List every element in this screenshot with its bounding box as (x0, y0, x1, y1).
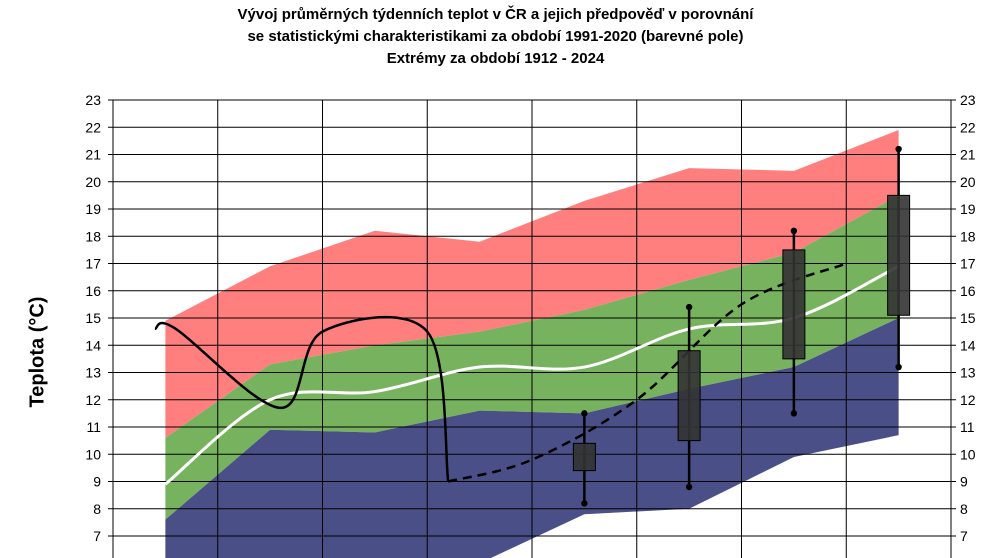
whisker-min-dot-0 (581, 500, 588, 507)
whisker-max-dot-0 (581, 410, 588, 417)
y-tick-label-right: 6 (960, 555, 968, 558)
y-tick-label-right: 21 (960, 147, 976, 163)
forecast-boxes (572, 145, 911, 507)
y-tick-label-left: 10 (85, 446, 101, 462)
forecast-box-1 (677, 350, 701, 442)
y-tick-label-right: 14 (960, 337, 976, 353)
normal-line (164, 264, 900, 486)
y-tick-label-left: 14 (85, 337, 101, 353)
series-lines (154, 262, 900, 486)
y-tick-label-right: 20 (960, 174, 976, 190)
title-line-3: Extrémy za období 1912 - 2024 (386, 50, 605, 67)
forecast-box-2 (782, 249, 806, 360)
whisker-min-dot-1 (685, 483, 693, 491)
observed-line (154, 315, 450, 482)
y-tick-label-right: 17 (960, 256, 976, 272)
y-tick-label-right: 8 (960, 501, 968, 517)
y-tick-label-right: 13 (960, 365, 976, 381)
axes: 7 7 8 8 9 9 10 10 11 11 12 12 13 13 14 14 15 15 16 16 17 17 18… (85, 92, 976, 558)
y-tick-label-left: 12 (85, 392, 101, 408)
y-tick-label-right: 22 (960, 119, 976, 135)
whisker-max-dot-1 (685, 303, 693, 311)
y-tick-label-right: 15 (960, 310, 976, 326)
y-tick-label-left: 16 (85, 283, 101, 299)
y-tick-label-right: 10 (960, 446, 976, 462)
y-tick-label-right: 19 (960, 201, 976, 217)
y-tick-label-left: 20 (85, 174, 101, 190)
y-tick-label-left: 7 (93, 528, 101, 544)
y-tick-label-left: 11 (86, 419, 101, 435)
title-line-2: se statistickými charakteristikami za ob… (247, 28, 744, 45)
y-tick-label-right: 18 (960, 228, 976, 244)
whisker-min-dot-3 (895, 363, 902, 371)
y-tick-label-left: 21 (85, 147, 101, 163)
chart-title: Vývoj průměrných týdenních teplot v ČR a… (0, 4, 991, 70)
y-tick-label-left: 13 (85, 365, 101, 381)
y-tick-label-left: 9 (93, 474, 101, 490)
y-tick-label-left: 23 (85, 92, 101, 108)
forecast-box-0 (572, 442, 596, 472)
y-tick-label-right: 16 (960, 283, 976, 299)
y-tick-label-right: 11 (960, 419, 975, 435)
whisker-max-dot-3 (895, 145, 902, 153)
y-tick-label-left: 15 (85, 310, 101, 326)
forecast-line (447, 262, 847, 483)
y-tick-label-left: 8 (93, 501, 101, 517)
y-tick-label-right: 23 (960, 92, 976, 108)
y-tick-label-left: 18 (85, 228, 101, 244)
whisker-min-dot-2 (790, 410, 798, 417)
forecast-box-3 (887, 194, 911, 316)
title-line-1: Vývoj průměrných týdenních teplot v ČR a… (237, 6, 754, 23)
y-tick-label-left: 22 (85, 119, 101, 135)
whisker-max-dot-2 (790, 227, 798, 234)
y-tick-label-right: 12 (960, 392, 976, 408)
y-tick-label-left: 6 (93, 555, 101, 558)
y-tick-label-right: 7 (960, 528, 968, 544)
y-tick-label-right: 9 (960, 474, 968, 490)
y-tick-label-left: 17 (85, 256, 101, 272)
y-tick-label-left: 19 (85, 201, 101, 217)
